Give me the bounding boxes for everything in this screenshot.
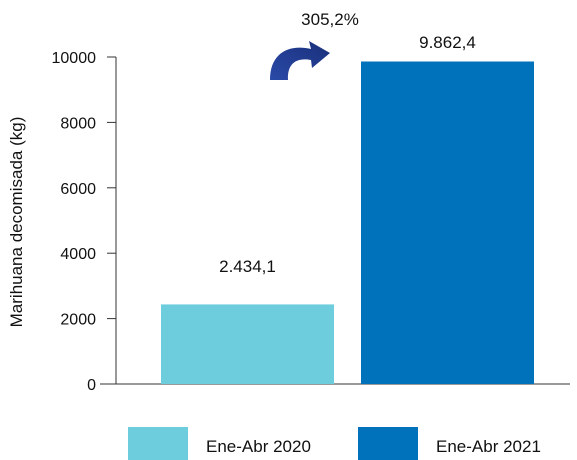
y-tick-label: 8000 — [60, 115, 96, 132]
data-labels: 2.434,1 9.862,4 — [219, 33, 476, 276]
y-tick-label: 6000 — [60, 181, 96, 198]
legend-swatch — [358, 427, 418, 460]
data-label: 2.434,1 — [219, 257, 276, 276]
bar — [161, 304, 334, 384]
legend-label: Ene-Abr 2020 — [206, 437, 311, 456]
y-tick-label: 4000 — [60, 246, 96, 263]
legend-label: Ene-Abr 2021 — [436, 437, 541, 456]
bars — [161, 61, 534, 385]
y-axis-label: Marihuana decomisada (kg) — [7, 117, 26, 328]
y-tick-label: 2000 — [60, 312, 96, 329]
legend: Ene-Abr 2020 Ene-Abr 2021 — [128, 427, 541, 460]
y-tick-label: 10000 — [52, 50, 97, 67]
data-label: 9.862,4 — [419, 33, 476, 52]
y-tick-label: 0 — [87, 377, 96, 394]
curved-arrow-icon — [270, 41, 330, 80]
annotation-text: 305,2% — [301, 10, 359, 29]
growth-annotation: 305,2% — [270, 10, 359, 80]
bar — [361, 61, 534, 385]
legend-swatch — [128, 427, 188, 460]
y-ticks: 0 2000 4000 6000 8000 10000 — [52, 50, 116, 394]
